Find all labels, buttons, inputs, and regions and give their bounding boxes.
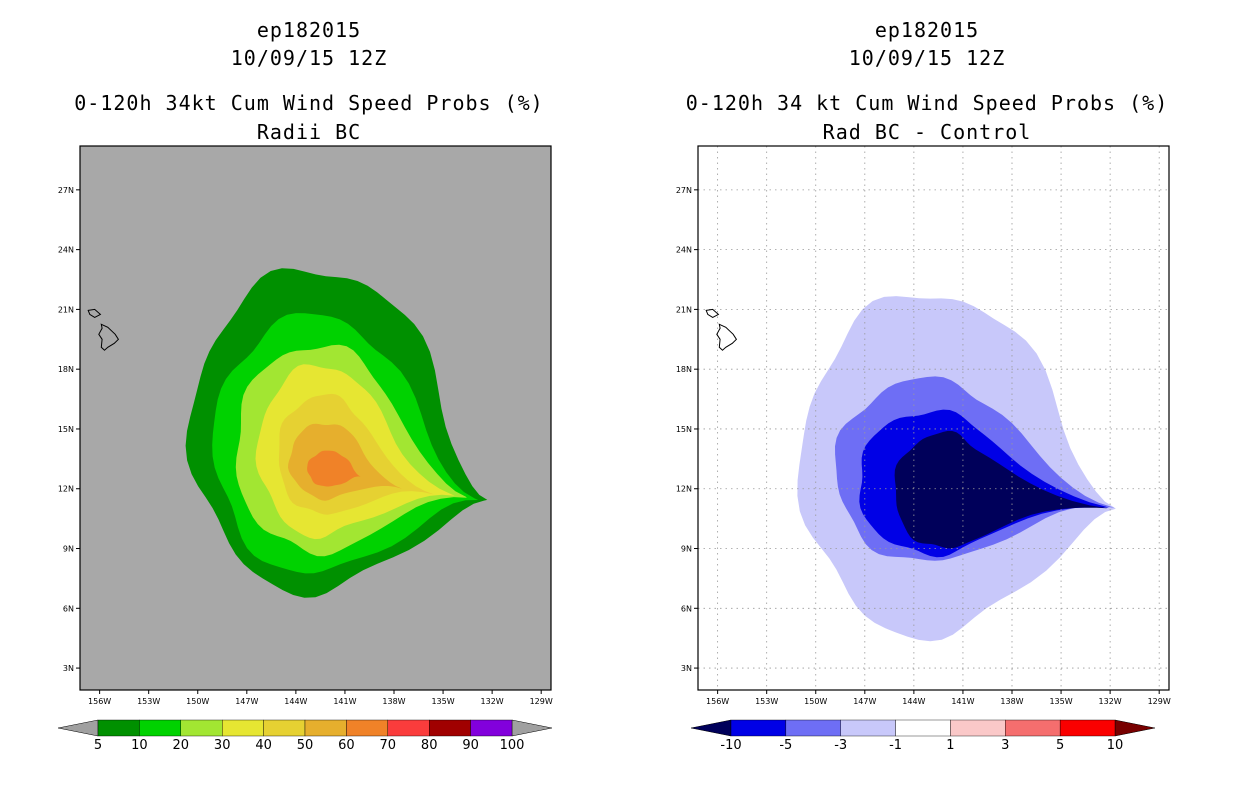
colorbar-label: 30 [214, 738, 231, 753]
x-tick-label: 150W [804, 697, 827, 706]
left-chart-subtitle: Radii BC [256, 120, 362, 144]
y-tick-label: 12N [676, 485, 692, 494]
colorbar-swatch [1059, 719, 1116, 737]
hawaii-big-island-outline [98, 323, 120, 351]
colorbar-label: 90 [462, 738, 479, 753]
y-tick-label: 18N [58, 365, 74, 374]
y-tick-label: 18N [676, 365, 692, 374]
x-tick-label: 129W [1148, 697, 1171, 706]
colorbar-swatch [895, 719, 951, 737]
colorbar-label: 1 [946, 738, 954, 753]
x-tick-label: 141W [333, 697, 356, 706]
y-tick-label: 6N [63, 604, 74, 613]
x-tick-label: 153W [137, 697, 160, 706]
colorbar-label: 80 [421, 738, 438, 753]
x-tick-label: 144W [284, 697, 307, 706]
x-tick-label: 150W [186, 697, 209, 706]
y-tick-label: 24N [676, 246, 692, 255]
colorbar-label: 70 [380, 738, 397, 753]
x-tick-label: 141W [951, 697, 974, 706]
left-storm-id: ep182015 [256, 18, 362, 42]
x-tick-label: 144W [902, 697, 925, 706]
colorbar-swatch [387, 719, 430, 737]
colorbar-over-triangle [511, 719, 553, 737]
colorbar-label: 10 [1107, 738, 1124, 753]
colorbar-label: 5 [94, 738, 102, 753]
y-tick-label: 9N [681, 545, 692, 554]
hawaii-maui-outline [705, 308, 720, 318]
colorbar-under-triangle [690, 719, 732, 737]
y-tick-label: 3N [681, 664, 692, 673]
y-tick-label: 21N [676, 305, 692, 314]
colorbar-over-triangle [1114, 719, 1156, 737]
colorbar-label: -5 [779, 738, 792, 753]
y-tick-label: 15N [676, 425, 692, 434]
y-tick-label: 27N [58, 186, 74, 195]
colorbar-label: 50 [297, 738, 314, 753]
y-tick-label: 6N [681, 604, 692, 613]
left-chart-title: 0-120h 34kt Cum Wind Speed Probs (%) [74, 91, 544, 115]
x-tick-label: 135W [431, 697, 454, 706]
contour-level--10 [894, 430, 1108, 549]
colorbar-swatch [221, 719, 264, 737]
right-chart-title: 0-120h 34 kt Cum Wind Speed Probs (%) [685, 91, 1169, 115]
colorbar-swatch [730, 719, 787, 737]
colorbar-swatch [785, 719, 841, 737]
x-tick-label: 156W [88, 697, 111, 706]
colorbar-label: 40 [255, 738, 272, 753]
colorbar-under-triangle [57, 719, 99, 737]
colorbar-swatch [950, 719, 1006, 737]
y-tick-label: 24N [58, 246, 74, 255]
left-chart-panel: ep182015 10/09/15 12Z 0-120h 34kt Cum Wi… [57, 18, 553, 753]
colorbar-label: 100 [500, 738, 525, 753]
colorbar-label: 3 [1001, 738, 1009, 753]
left-date: 10/09/15 12Z [230, 46, 388, 70]
colorbar-swatch [263, 719, 306, 737]
y-tick-label: 3N [63, 664, 74, 673]
hawaii-big-island-outline [716, 323, 738, 351]
x-tick-label: 132W [481, 697, 504, 706]
y-tick-label: 21N [58, 305, 74, 314]
x-tick-label: 135W [1049, 697, 1072, 706]
right-chart-subtitle: Rad BC - Control [822, 120, 1032, 144]
colorbar-swatch [840, 719, 896, 737]
colorbar-label: -1 [889, 738, 902, 753]
colorbar-swatch [429, 719, 471, 737]
y-tick-label: 27N [676, 186, 692, 195]
x-tick-label: 153W [755, 697, 778, 706]
colorbar-swatch [139, 719, 181, 737]
x-tick-label: 147W [853, 697, 876, 706]
plot-frame [697, 145, 1170, 691]
x-tick-label: 138W [382, 697, 405, 706]
y-tick-label: 15N [58, 425, 74, 434]
contour-level-60 [307, 450, 361, 487]
plot-frame [79, 145, 552, 691]
left-probability-map: 156W 153W 150W 147W 144W 141W 138W 135W 132W 129W… [57, 145, 553, 753]
hawaii-maui-outline [87, 308, 102, 318]
colorbar-label: 60 [338, 738, 355, 753]
colorbar-swatch [1005, 719, 1061, 737]
right-storm-id: ep182015 [874, 18, 980, 42]
colorbar-swatch [470, 719, 513, 737]
colorbar-swatch [180, 719, 223, 737]
colorbar-label: -3 [834, 738, 847, 753]
x-tick-label: 147W [235, 697, 258, 706]
colorbar-swatch [97, 719, 140, 737]
y-tick-label: 12N [58, 485, 74, 494]
colorbar-swatch [346, 719, 388, 737]
right-chart-panel: ep182015 10/09/15 12Z 0-120h 34 kt Cum W… [618, 0, 1236, 800]
colorbar-swatch [304, 719, 347, 737]
y-tick-label: 9N [63, 545, 74, 554]
colorbar-label: -10 [720, 738, 741, 753]
colorbar-label: 5 [1056, 738, 1064, 753]
right-date: 10/09/15 12Z [848, 46, 1006, 70]
x-tick-label: 132W [1099, 697, 1122, 706]
colorbar-label: 20 [173, 738, 190, 753]
x-tick-label: 138W [1000, 697, 1023, 706]
x-tick-label: 156W [706, 697, 729, 706]
x-tick-label: 129W [530, 697, 553, 706]
colorbar-label: 10 [131, 738, 148, 753]
right-difference-map: 156W 153W 150W 147W 144W 141W 138W 135W 132W 129W… [676, 145, 1171, 753]
